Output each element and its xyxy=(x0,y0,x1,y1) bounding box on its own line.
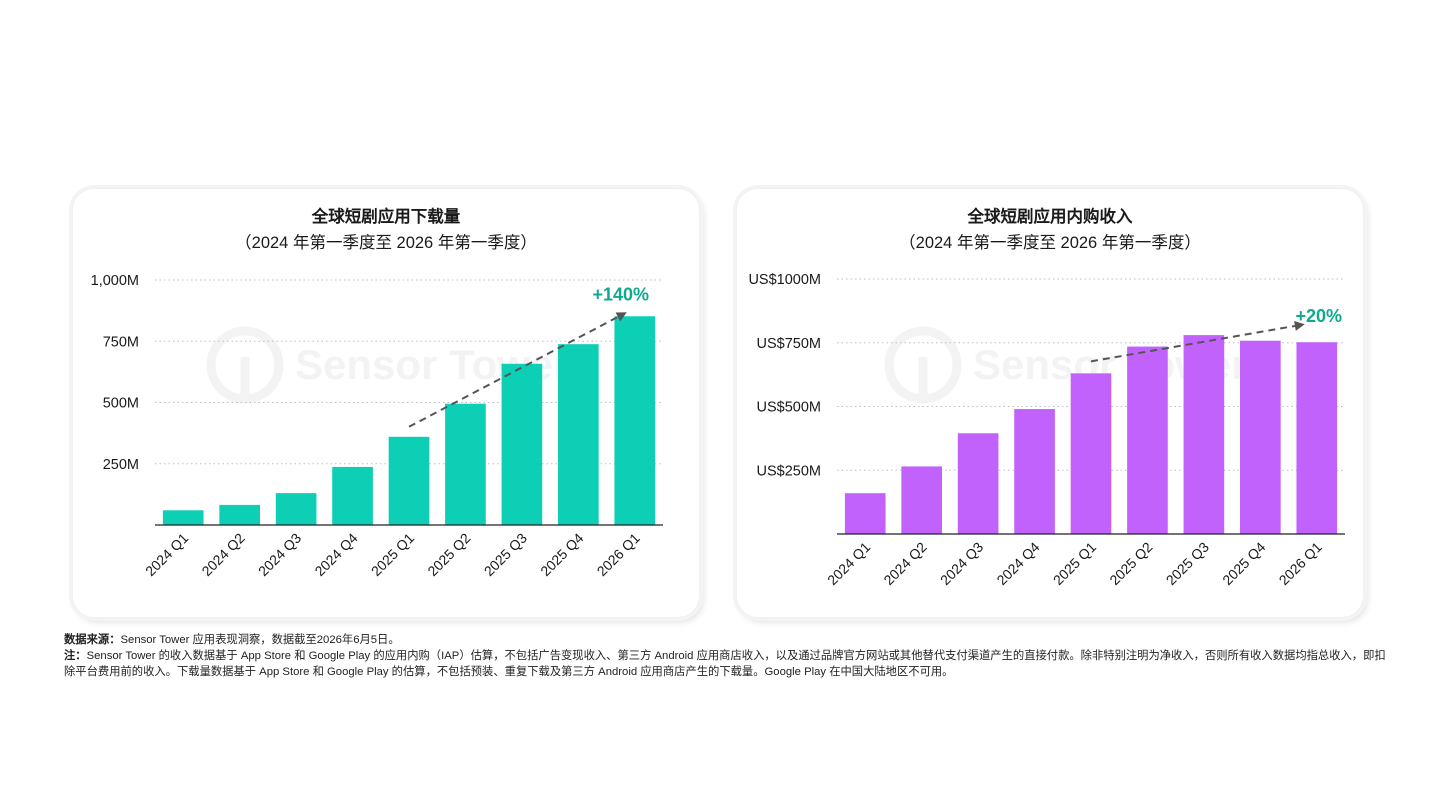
bar-2024-q2 xyxy=(901,466,942,534)
x-tick-label: 2025 Q1 xyxy=(1050,539,1099,588)
footnotes: 数据来源：Sensor Tower 应用表现洞察，数据截至2026年6月5日。 … xyxy=(64,632,1394,680)
bar-2025-q4 xyxy=(558,344,599,525)
x-tick-label: 2024 Q1 xyxy=(142,530,191,579)
x-tick-label: 2025 Q4 xyxy=(537,530,586,579)
bar-2025-q1 xyxy=(388,436,430,525)
bar-2026-q1 xyxy=(614,316,656,525)
bar-2024-q1 xyxy=(844,493,886,534)
chart-subtitle: （2024 年第一季度至 2026 年第一季度） xyxy=(899,234,1201,252)
chart-title: 全球短剧应用下载量 xyxy=(311,208,461,226)
y-tick-label: US$250M xyxy=(757,463,821,479)
revenue-bar-chart: Sensor TowerUS$250MUS$500MUS$750MUS$1000… xyxy=(748,272,1345,588)
source-label: 数据来源： xyxy=(64,634,121,646)
bar-2024-q2 xyxy=(219,504,260,525)
trend-arrow-line xyxy=(1090,324,1296,363)
y-tick-label: 500M xyxy=(103,396,139,412)
bar-2026-q1 xyxy=(1296,342,1338,534)
bar-2025-q3 xyxy=(501,363,543,525)
bar-2025-q1 xyxy=(1070,373,1112,534)
x-tick-label: 2026 Q1 xyxy=(594,530,643,579)
x-tick-label: 2026 Q1 xyxy=(1276,539,1325,588)
chart-subtitle: （2024 年第一季度至 2026 年第一季度） xyxy=(235,234,537,252)
y-tick-label: 1,000M xyxy=(91,273,139,289)
bar-2024-q3 xyxy=(957,433,999,534)
x-tick-label: 2024 Q3 xyxy=(937,539,986,588)
x-tick-label: 2025 Q3 xyxy=(1163,539,1212,588)
note-label: 注： xyxy=(64,650,87,662)
y-tick-label: US$500M xyxy=(757,400,821,416)
trend-arrowhead-icon xyxy=(615,312,627,322)
growth-annotation: +140% xyxy=(592,284,649,304)
bar-2024-q4 xyxy=(1014,409,1055,534)
y-tick-label: 250M xyxy=(103,457,139,473)
watermark-logo-icon xyxy=(884,326,962,404)
trend-arrow-line xyxy=(408,316,619,428)
x-tick-label: 2024 Q1 xyxy=(824,539,873,588)
x-tick-label: 2025 Q1 xyxy=(368,530,417,579)
x-tick-label: 2024 Q4 xyxy=(311,530,360,579)
x-tick-label: 2025 Q4 xyxy=(1219,539,1268,588)
x-tick-label: 2024 Q4 xyxy=(993,539,1042,588)
bar-2024-q1 xyxy=(162,510,204,525)
source-note: 数据来源：Sensor Tower 应用表现洞察，数据截至2026年6月5日。 xyxy=(64,632,1394,648)
y-tick-label: US$750M xyxy=(757,336,821,352)
methodology-note: 注：Sensor Tower 的收入数据基于 App Store 和 Googl… xyxy=(64,648,1394,680)
x-tick-label: 2025 Q2 xyxy=(1106,539,1155,588)
bar-2025-q2 xyxy=(445,403,486,525)
x-tick-label: 2025 Q3 xyxy=(481,530,530,579)
downloads-chart-card: 全球短剧应用下载量 （2024 年第一季度至 2026 年第一季度） Senso… xyxy=(72,188,700,618)
note-text: Sensor Tower 的收入数据基于 App Store 和 Google … xyxy=(64,650,1386,678)
chart-title: 全球短剧应用内购收入 xyxy=(967,208,1133,226)
bar-2024-q4 xyxy=(332,466,373,525)
y-tick-label: US$1000M xyxy=(748,272,821,288)
x-tick-label: 2024 Q2 xyxy=(198,530,247,579)
watermark-logo-icon xyxy=(206,326,284,404)
x-tick-label: 2025 Q2 xyxy=(424,530,473,579)
bar-2025-q4 xyxy=(1240,340,1281,534)
x-tick-label: 2024 Q3 xyxy=(255,530,304,579)
x-tick-label: 2024 Q2 xyxy=(880,539,929,588)
trend-arrowhead-icon xyxy=(1294,321,1305,331)
bar-2024-q3 xyxy=(275,493,317,525)
bar-2025-q2 xyxy=(1127,346,1168,534)
y-tick-label: 750M xyxy=(103,334,139,350)
growth-annotation: +20% xyxy=(1296,306,1343,326)
bar-2025-q3 xyxy=(1183,335,1225,534)
revenue-chart-card: 全球短剧应用内购收入 （2024 年第一季度至 2026 年第一季度） Sens… xyxy=(736,188,1364,618)
source-text: Sensor Tower 应用表现洞察，数据截至2026年6月5日。 xyxy=(120,634,400,646)
